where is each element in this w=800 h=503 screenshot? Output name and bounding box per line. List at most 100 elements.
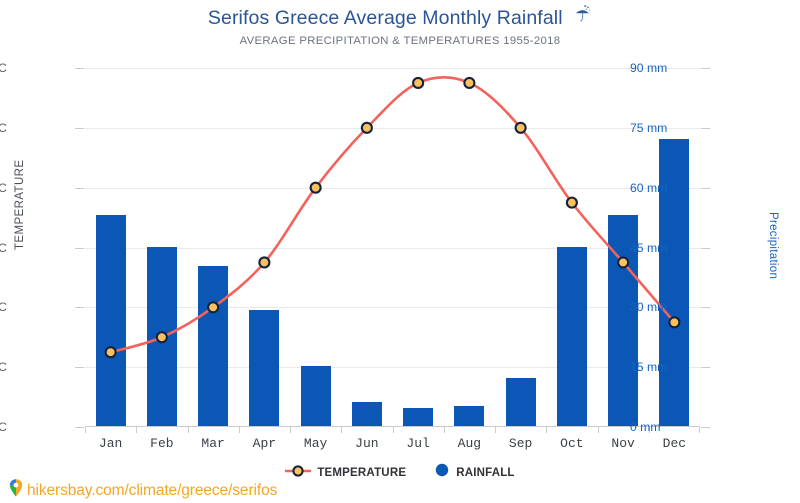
x-axis-label-nov: Nov	[611, 436, 635, 451]
right-axis-title: Precipitation	[767, 212, 779, 280]
x-axis-label-sep: Sep	[508, 436, 533, 451]
temperature-data-point[interactable]: Jul: 31 °C	[412, 76, 425, 90]
rainfall-bar[interactable]	[300, 366, 331, 426]
right-axis-tick-label: 15 mm	[630, 360, 668, 375]
x-axis-label-dec: Dec	[662, 436, 687, 451]
x-tick-mark	[85, 427, 86, 433]
x-axis-label-mar: Mar	[201, 436, 225, 451]
left-tick-mark	[75, 187, 84, 189]
x-tick-mark	[443, 427, 445, 433]
right-axis-tick-label: 60 mm	[630, 180, 668, 195]
temperature-data-point[interactable]: Jan: 13 °C	[104, 346, 117, 359]
right-tick-mark	[701, 427, 710, 428]
source-footer[interactable]: hikersbay.com/climate/greece/serifos	[8, 478, 277, 503]
left-axis-tick-label: 8 °C	[0, 420, 7, 434]
left-tick-mark	[75, 427, 84, 428]
umbrella-rain-icon	[573, 4, 592, 28]
x-tick-mark	[187, 427, 189, 433]
temperature-data-point[interactable]: May: 24 °C	[309, 181, 322, 194]
right-tick-mark	[701, 247, 710, 249]
legend-item-rainfall[interactable]: RAINFALL	[434, 463, 514, 482]
left-tick-mark	[75, 68, 84, 69]
page-title: Serifos Greece Average Monthly Rainfall	[207, 6, 563, 29]
grid-line	[85, 68, 700, 69]
line-circle-marker-icon	[285, 464, 312, 482]
left-axis-tick-label: 32 °C	[0, 61, 7, 75]
x-axis-label-apr: Apr	[252, 436, 277, 451]
rainfall-bar[interactable]	[249, 310, 280, 426]
rainfall-bar[interactable]	[95, 214, 126, 426]
grid-line	[85, 247, 700, 249]
x-axis-label-aug: Aug	[457, 436, 482, 451]
source-url[interactable]: hikersbay.com/climate/greece/serifos	[27, 481, 278, 499]
x-tick-mark	[238, 427, 240, 433]
rainfall-bar[interactable]	[556, 246, 587, 426]
temperature-data-point[interactable]: Jun: 28 °C	[360, 121, 373, 134]
grid-line	[85, 367, 700, 369]
right-axis-tick-label: 0 mm	[630, 420, 661, 434]
legend-label-temperature: TEMPERATURE	[317, 466, 407, 479]
right-tick-mark	[701, 187, 710, 189]
grid-line	[85, 187, 700, 189]
left-tick-mark	[75, 307, 84, 309]
left-tick-mark	[75, 247, 84, 249]
rainfall-bar[interactable]	[351, 402, 382, 426]
temperature-data-point[interactable]: Aug: 31 °C	[463, 76, 476, 90]
temperature-line-series: Jan: 13 °C Feb: 14 °C Mar: 16 °C Apr: 19 °C…	[104, 76, 681, 359]
legend-label-rainfall: RAINFALL	[456, 466, 515, 479]
right-axis-tick-label: 90 mm	[630, 61, 668, 75]
x-tick-mark	[290, 427, 291, 433]
right-axis-tick-label: 75 mm	[630, 120, 668, 135]
rainfall-bar[interactable]	[403, 408, 434, 426]
grid-line	[85, 307, 700, 309]
x-axis-label-oct: Oct	[560, 436, 584, 451]
map-pin-icon	[8, 478, 24, 503]
right-axis-tick-label: 45 mm	[630, 240, 668, 255]
x-tick-mark	[495, 427, 496, 433]
x-axis-label-jul: Jul	[406, 436, 430, 451]
rainfall-bar[interactable]	[198, 266, 229, 426]
legend-item-temperature[interactable]: TEMPERATURE	[285, 464, 406, 482]
temperature-data-point[interactable]: Mar: 16 °C	[207, 301, 220, 314]
grid-line	[85, 127, 700, 129]
x-axis-label-jan: Jan	[98, 436, 123, 451]
x-tick-mark	[699, 427, 700, 433]
left-axis-tick-label: 24 °C	[0, 180, 7, 195]
temperature-data-point[interactable]: Feb: 14 °C	[155, 331, 168, 344]
temperature-data-point[interactable]: Oct: 23 °C	[565, 196, 578, 209]
temperature-data-point[interactable]: Nov: 19 °C	[617, 256, 630, 269]
right-tick-mark	[701, 127, 710, 129]
left-tick-mark	[75, 127, 84, 129]
left-axis-tick-label: 16 °C	[0, 300, 7, 315]
left-axis-title: TEMPERATURE	[14, 159, 26, 250]
x-tick-mark	[392, 427, 394, 433]
x-tick-mark	[136, 427, 138, 433]
x-axis-label-may: May	[303, 436, 328, 451]
rainfall-bar[interactable]	[659, 138, 690, 426]
chart-subtitle: AVERAGE PRECIPITATION & TEMPERATURES 195…	[239, 35, 561, 47]
x-axis-label-feb: Feb	[150, 436, 174, 451]
x-tick-mark	[597, 427, 599, 433]
left-axis-tick-label: 20 °C	[0, 240, 7, 255]
x-tick-mark	[341, 427, 343, 433]
rainfall-bar[interactable]	[505, 378, 536, 426]
right-tick-mark	[701, 307, 710, 309]
rainfall-bar[interactable]	[454, 406, 485, 426]
right-tick-mark	[701, 367, 710, 369]
x-axis-labels: Jan Feb Mar Apr May Jun Jul Aug Sep Oct Nov Dec	[85, 427, 700, 457]
temperature-data-point[interactable]: Sep: 28 °C	[514, 121, 527, 134]
x-axis-line	[85, 426, 700, 427]
right-tick-mark	[701, 68, 710, 69]
filled-circle-marker-icon	[434, 463, 450, 482]
temperature-data-point[interactable]: Apr: 19 °C	[258, 256, 271, 269]
x-tick-mark	[648, 427, 650, 433]
right-axis-tick-label: 30 mm	[630, 300, 668, 315]
left-axis-tick-label: 12 °C	[0, 360, 7, 375]
chart-legend: TEMPERATURE RAINFALL	[0, 463, 800, 482]
temperature-data-point[interactable]: Dec: 15 °C	[668, 316, 681, 329]
left-tick-mark	[75, 367, 84, 369]
x-tick-mark	[546, 427, 548, 433]
plot-area: Jan: 13 °C Feb: 14 °C Mar: 16 °C Apr: 19 °C…	[75, 68, 710, 428]
x-axis-label-jun: Jun	[355, 436, 379, 451]
